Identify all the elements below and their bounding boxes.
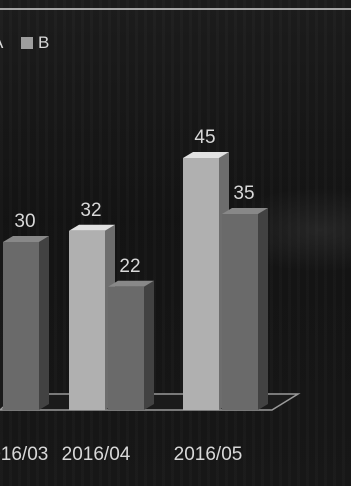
x-tick-label-2016-04: 2016/04 xyxy=(62,444,131,465)
bar-b-2016-04 xyxy=(108,287,144,410)
x-tick-label-2016-05: 2016/05 xyxy=(174,444,243,465)
bar-b-2016-03 xyxy=(3,242,39,410)
data-label-a-2016-04: 32 xyxy=(80,200,101,221)
data-label-b-2016-03: 30 xyxy=(14,211,35,232)
data-label-a-2016-05: 45 xyxy=(194,127,215,148)
data-label-b-2016-04: 22 xyxy=(119,256,140,277)
bar-b-2016-05-side xyxy=(258,208,268,410)
bar-a-2016-04 xyxy=(69,231,105,410)
bar-b-2016-03-side xyxy=(39,236,49,410)
x-tick-label-2016-03: 2016/03 xyxy=(0,444,48,465)
bar-a-2016-05 xyxy=(183,158,219,410)
bar-b-2016-04-side xyxy=(144,281,154,410)
bar-b-2016-05 xyxy=(222,214,258,410)
data-label-b-2016-05: 35 xyxy=(233,183,254,204)
